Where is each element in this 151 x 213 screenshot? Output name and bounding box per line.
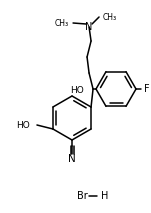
- Text: HO: HO: [70, 86, 84, 95]
- Text: HO: HO: [16, 121, 30, 131]
- Text: CH₃: CH₃: [55, 20, 69, 29]
- Text: Br: Br: [77, 191, 88, 201]
- Text: H: H: [101, 191, 108, 201]
- Text: CH₃: CH₃: [103, 13, 117, 22]
- Text: N: N: [85, 22, 93, 32]
- Text: F: F: [144, 84, 150, 94]
- Text: N: N: [68, 154, 76, 164]
